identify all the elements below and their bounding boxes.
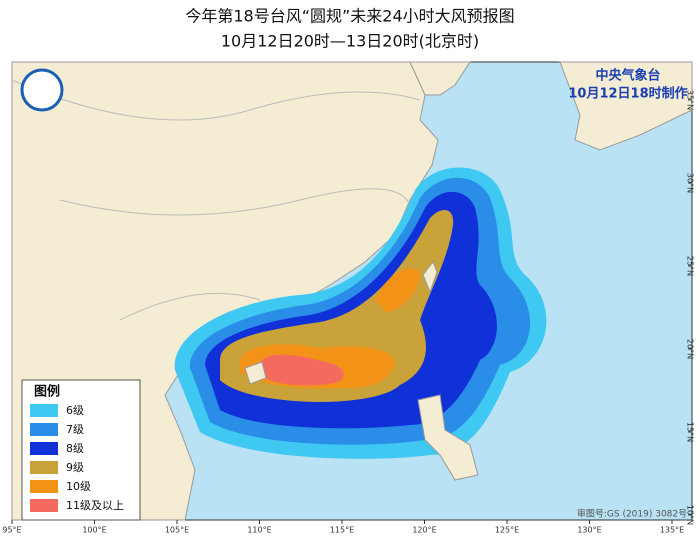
subtitle: 10月12日20时—13日20时(北京时)	[221, 32, 479, 51]
longitude-label: 135°E	[660, 526, 684, 535]
title: 今年第18号台风“圆规”未来24小时大风预报图	[185, 7, 514, 26]
zone-10	[375, 268, 420, 312]
islands	[244, 260, 479, 481]
longitude-label: 125°E	[495, 526, 519, 535]
korea	[409, 61, 471, 96]
latitude-label: 25°N	[686, 256, 695, 276]
legend-label: 8级	[66, 442, 84, 455]
longitude-label: 130°E	[577, 526, 601, 535]
legend-label: 7级	[66, 423, 84, 436]
province-border	[119, 292, 261, 321]
agency-name: 中央气象台	[595, 68, 660, 84]
taiwan	[422, 260, 438, 294]
zone-11	[260, 354, 344, 386]
province-border	[59, 188, 412, 221]
latitude-label: 10°N	[686, 505, 695, 525]
approval-number: 审图号:GS (2019) 3082号	[577, 508, 687, 520]
longitude-label: 100°E	[82, 526, 106, 535]
latitude-label: 20°N	[686, 339, 695, 359]
philippines	[417, 394, 479, 481]
japan	[559, 61, 693, 151]
longitude-label: 120°E	[412, 526, 436, 535]
legend-swatch	[30, 404, 58, 417]
legend-swatch	[30, 461, 58, 474]
legend-label: 10级	[66, 480, 91, 493]
longitude-label: 115°E	[330, 526, 354, 535]
longitude-label: 105°E	[165, 526, 189, 535]
legend-label: 6级	[66, 404, 84, 417]
legend-title: 图例	[34, 384, 60, 400]
legend-swatch	[30, 442, 58, 455]
legend-swatch	[30, 480, 58, 493]
province-border	[11, 79, 421, 121]
longitude-label: 110°E	[247, 526, 271, 535]
hainan	[244, 361, 267, 385]
legend: 图例 6级 7级 8级 9级 10级 11级及以上	[21, 379, 141, 521]
latitude-label: 30°N	[686, 173, 695, 193]
legend-swatch	[30, 423, 58, 436]
legend-label: 9级	[66, 461, 84, 474]
latitude-label: 35°N	[686, 90, 695, 110]
legend-swatch	[30, 499, 58, 512]
cma-logo	[20, 68, 64, 112]
issue-time: 10月12日18时制作	[568, 86, 687, 102]
longitude-label: 95°E	[2, 526, 21, 535]
wind-zones	[174, 167, 547, 459]
legend-label: 11级及以上	[66, 499, 124, 512]
latitude-label: 15°N	[686, 422, 695, 442]
